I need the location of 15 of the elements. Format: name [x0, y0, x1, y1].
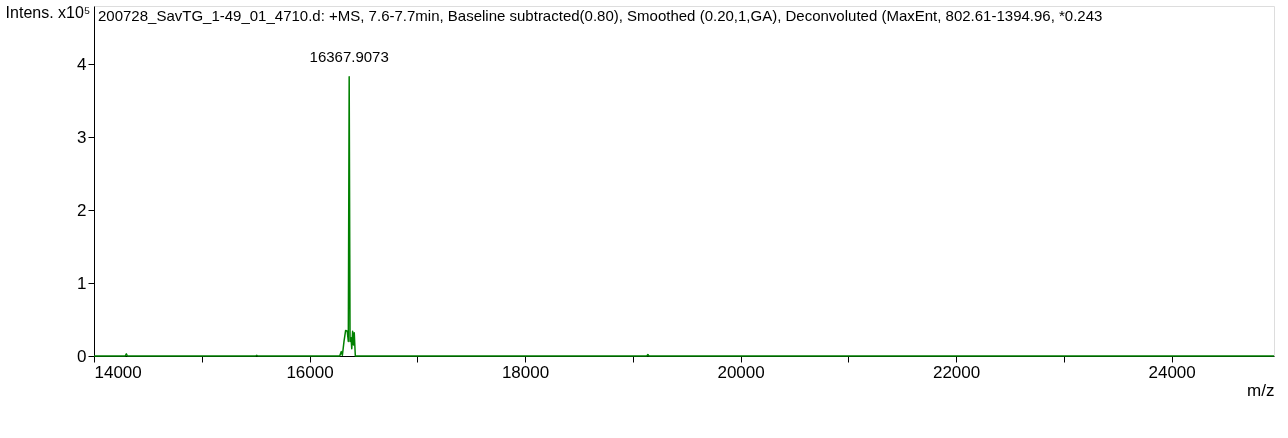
x-tick-label: 20000 [717, 362, 765, 382]
x-tick-label: 14000 [94, 362, 142, 382]
chart-title: 200728_SavTG_1-49_01_4710.d: +MS, 7.6-7.7min, Baseline subtracted(0.80), Smoothed (0.20,1,GA), Deconvoluted (MaxEnt, 802.61-1394.96, *0.243 [98, 7, 1103, 24]
x-axis-title: m/z [1247, 380, 1275, 400]
x-tick-label: 18000 [501, 362, 550, 382]
annotation: 16367.9073 [309, 47, 389, 65]
y-tick-label: 0 [77, 346, 87, 366]
x-tick-label: 24000 [1148, 362, 1196, 382]
x-tick-label: 22000 [932, 362, 981, 382]
x-tick-label: 16000 [286, 362, 334, 382]
y-tick-label: 3 [77, 127, 87, 147]
y-tick-label: 1 [77, 273, 87, 293]
y-tick-label: 4 [77, 54, 87, 74]
y-tick-label: 2 [77, 200, 87, 220]
y-axis-title: Intens. x10⁵ [5, 3, 91, 21]
